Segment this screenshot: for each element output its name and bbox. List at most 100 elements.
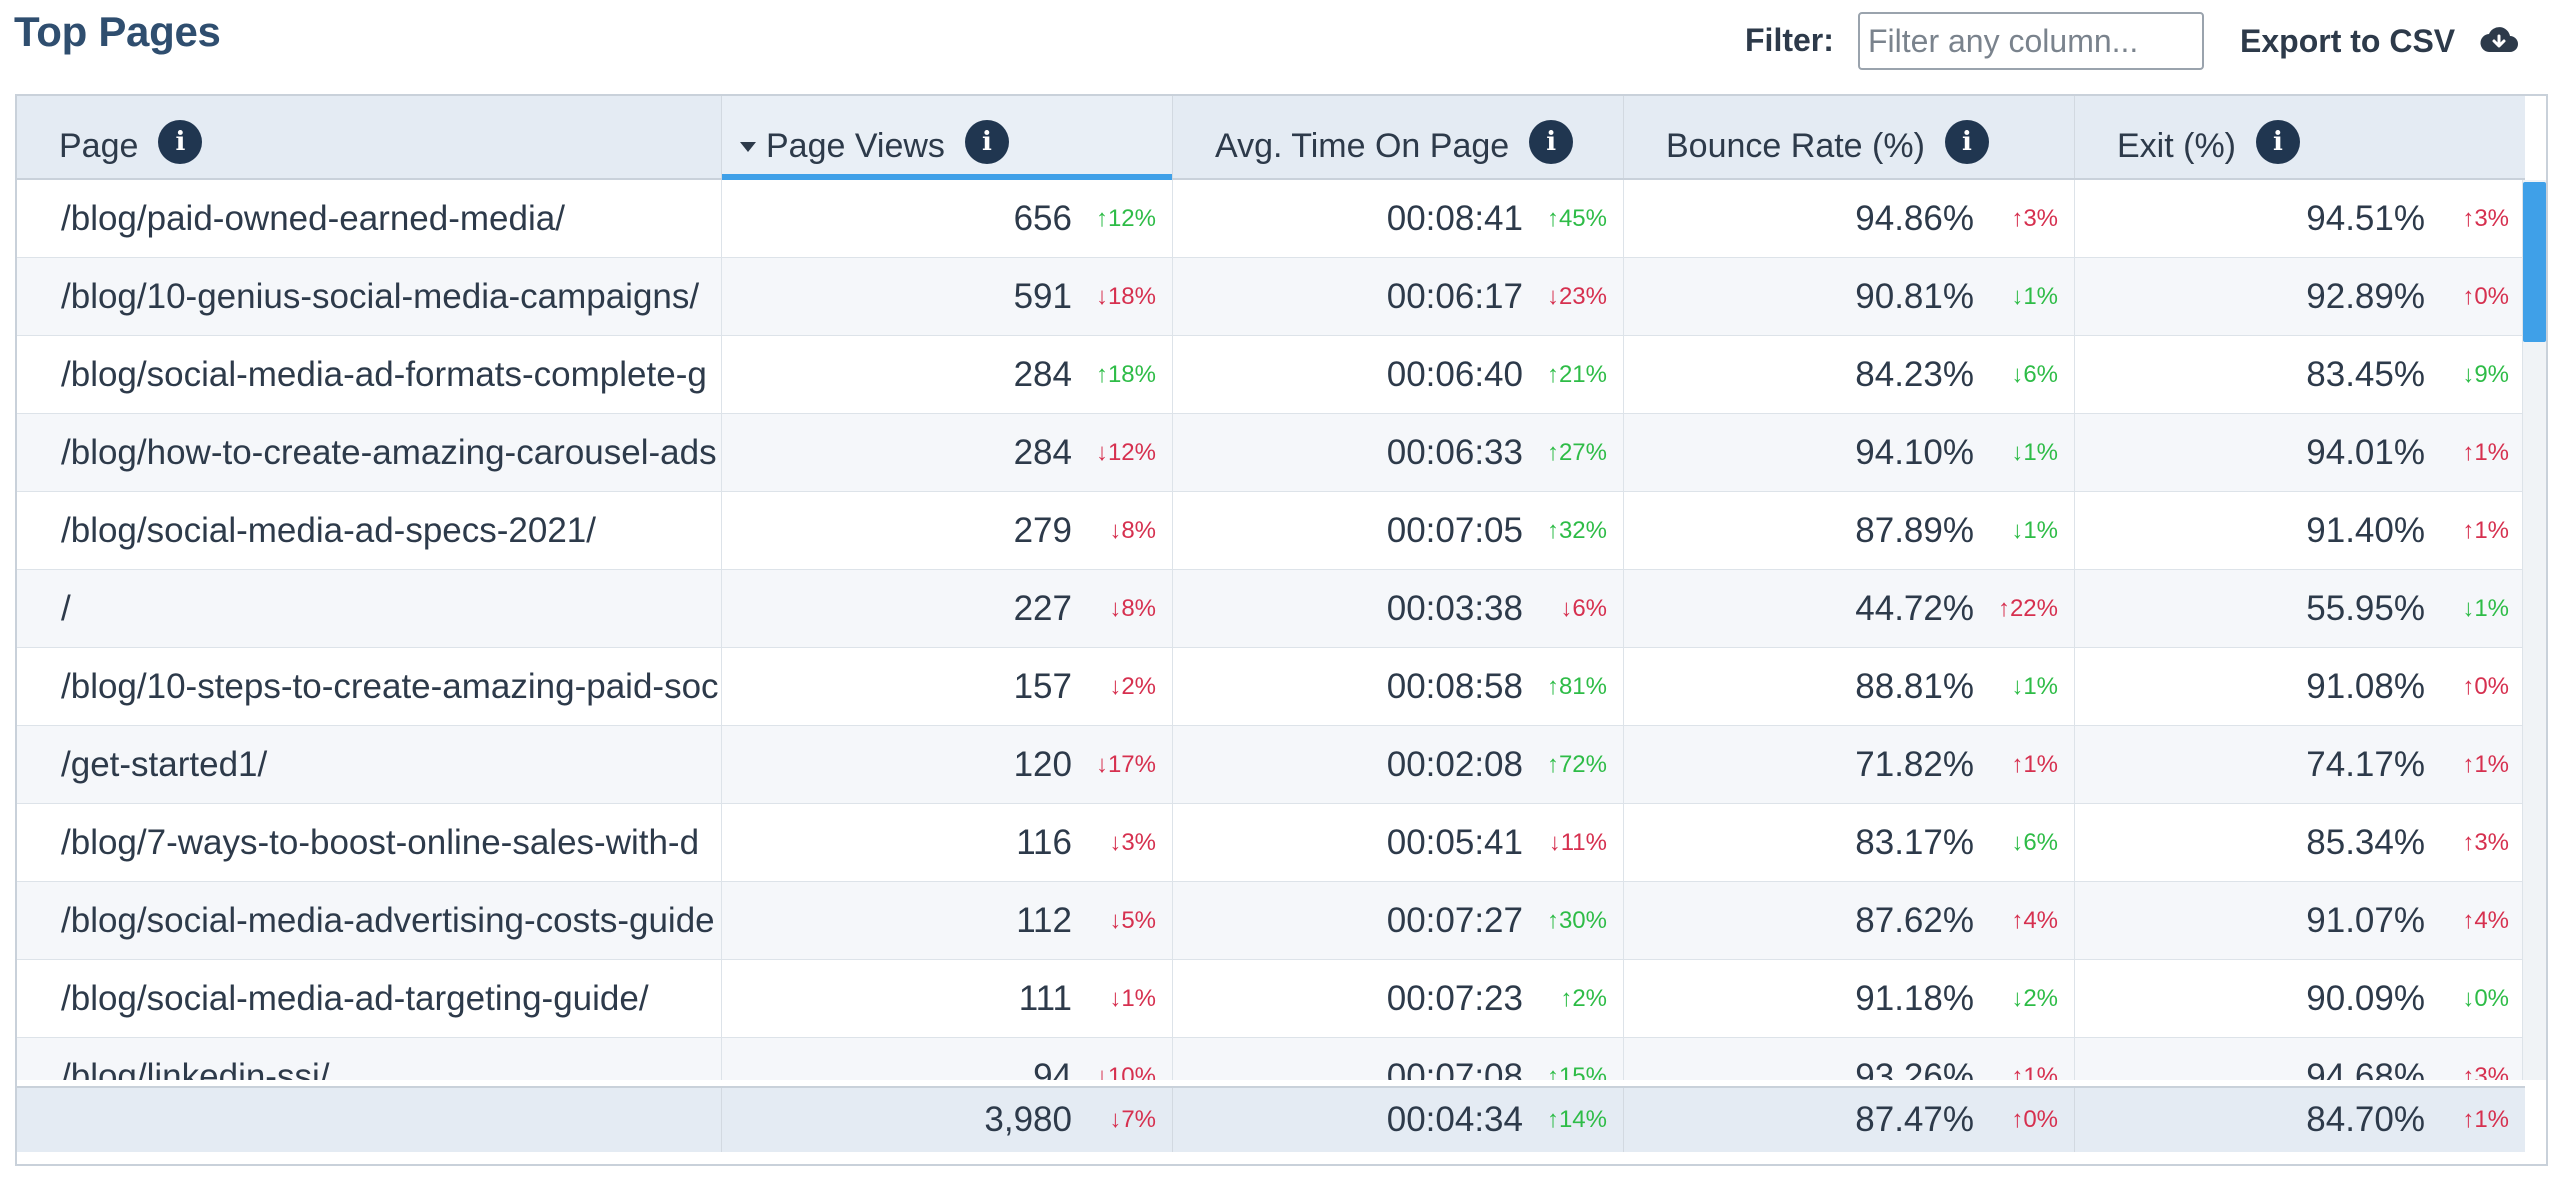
bounce-cell-change: ↓1% <box>2011 517 2058 544</box>
table-row[interactable]: /blog/social-media-ad-formats-complete-g… <box>17 336 2525 414</box>
views-cell: 279 ↓8% <box>722 492 1173 570</box>
views-cell: 227 ↓8% <box>722 570 1173 648</box>
info-icon[interactable]: i <box>1529 120 1574 164</box>
views-cell: 94 ↓10% <box>722 1038 1173 1080</box>
views-cell: 284 ↑18% <box>722 336 1173 414</box>
column-header-page[interactable]: Page i <box>17 96 722 178</box>
column-header-avg-time[interactable]: Avg. Time On Page i <box>1173 96 1624 178</box>
time-cell-change: ↑30% <box>1546 907 1607 934</box>
info-icon[interactable]: i <box>158 120 203 164</box>
page-cell[interactable]: /blog/10-steps-to-create-amazing-paid-so… <box>17 648 722 726</box>
time-cell: 00:07:27 ↑30% <box>1173 882 1624 960</box>
exit-cell-value: 74.17% <box>2306 745 2425 784</box>
bounce-cell-value: 71.82% <box>1855 745 1974 784</box>
column-header-page-views[interactable]: Page Views i <box>722 96 1173 180</box>
views-cell-value: 284 <box>1013 433 1072 472</box>
table-row[interactable]: /blog/paid-owned-earned-media/656 ↑12% 00:… <box>17 180 2525 258</box>
table-row[interactable]: /blog/how-to-create-amazing-carousel-ads… <box>17 414 2525 492</box>
exit-cell-change: ↑1% <box>2462 439 2509 466</box>
bounce-cell-value: 88.81% <box>1855 667 1974 706</box>
info-icon[interactable]: i <box>1944 120 1989 164</box>
time-cell: 00:06:40 ↑21% <box>1173 336 1624 414</box>
views-cell-value: 227 <box>1013 589 1072 628</box>
time-cell-value: 00:08:58 <box>1386 667 1523 706</box>
time-cell-change: ↓23% <box>1546 283 1607 310</box>
time-cell-value: 00:06:40 <box>1386 355 1523 394</box>
table-body: /blog/paid-owned-earned-media/656 ↑12% 00:… <box>17 180 2525 1080</box>
bounce-cell: 94.10% ↓1% <box>1624 414 2075 492</box>
filter-input[interactable] <box>1858 12 2204 70</box>
table-row[interactable]: /get-started1/120 ↓17% 00:02:08 ↑72% 71.82% ↑… <box>17 726 2525 804</box>
column-header-exit[interactable]: Exit (%) i <box>2075 96 2525 178</box>
page-cell[interactable]: /blog/10-genius-social-media-campaigns/ <box>17 258 722 336</box>
page-cell[interactable]: /get-started1/ <box>17 726 722 804</box>
page-cell[interactable]: /blog/social-media-ad-specs-2021/ <box>17 492 722 570</box>
bounce-cell: 88.81% ↓1% <box>1624 648 2075 726</box>
table-row[interactable]: /blog/10-genius-social-media-campaigns/5… <box>17 258 2525 336</box>
views-cell-value: 284 <box>1013 355 1072 394</box>
exit-cell-value: 94.68% <box>2306 1057 2425 1080</box>
bounce-cell-value: 94.10% <box>1855 433 1974 472</box>
bounce-cell-change: ↑3% <box>2011 205 2058 232</box>
page-cell[interactable]: /blog/social-media-ad-formats-complete-g <box>17 336 722 414</box>
time-cell: 00:07:08 ↑15% <box>1173 1038 1624 1080</box>
bounce-cell: 87.89% ↓1% <box>1624 492 2075 570</box>
time-cell: 00:07:23 ↑2% <box>1173 960 1624 1038</box>
bounce-cell-value: 90.81% <box>1855 277 1974 316</box>
exit-cell-value: 91.08% <box>2306 667 2425 706</box>
bounce-cell: 87.62% ↑4% <box>1624 882 2075 960</box>
time-cell-value: 00:07:05 <box>1386 511 1523 550</box>
bounce-cell-change: ↑22% <box>1997 595 2058 622</box>
page-cell[interactable]: /blog/7-ways-to-boost-online-sales-with-… <box>17 804 722 882</box>
exit-cell: 94.51% ↑3% <box>2075 180 2525 258</box>
time-cell-change: ↑2% <box>1560 985 1607 1012</box>
views-cell-value: 591 <box>1013 277 1072 316</box>
table-row[interactable]: /blog/7-ways-to-boost-online-sales-with-… <box>17 804 2525 882</box>
info-icon[interactable]: i <box>964 120 1009 164</box>
views-cell-value: 656 <box>1013 199 1072 238</box>
exit-cell: 94.68% ↑3% <box>2075 1038 2525 1080</box>
exit-cell: 90.09% ↓0% <box>2075 960 2525 1038</box>
exit-cell-change: ↓9% <box>2462 361 2509 388</box>
bounce-cell-value: 84.23% <box>1855 355 1974 394</box>
page-cell[interactable]: /blog/social-media-ad-targeting-guide/ <box>17 960 722 1038</box>
time-cell-change: ↓6% <box>1560 595 1607 622</box>
page-cell[interactable]: /blog/paid-owned-earned-media/ <box>17 180 722 258</box>
exit-cell-change: ↑1% <box>2462 517 2509 544</box>
page-cell[interactable]: /blog/social-media-advertising-costs-gui… <box>17 882 722 960</box>
time-cell: 00:06:33 ↑27% <box>1173 414 1624 492</box>
export-csv-button[interactable]: Export to CSV <box>2240 12 2519 70</box>
table-row[interactable]: /blog/linkedin-ssi/94 ↓10% 00:07:08 ↑15% 93.… <box>17 1038 2525 1080</box>
time-cell-change: ↑15% <box>1546 1063 1607 1080</box>
exit-cell: 91.08% ↑0% <box>2075 648 2525 726</box>
table-row[interactable]: /blog/social-media-ad-specs-2021/279 ↓8% 0… <box>17 492 2525 570</box>
page-cell[interactable]: /blog/linkedin-ssi/ <box>17 1038 722 1080</box>
bounce-cell-value: 87.89% <box>1855 511 1974 550</box>
export-csv-label: Export to CSV <box>2240 22 2456 59</box>
exit-cell-change: ↓0% <box>2462 985 2509 1012</box>
scrollbar-thumb[interactable] <box>2523 182 2546 342</box>
time-cell-value: 00:06:17 <box>1386 277 1523 316</box>
time-cell: 00:06:17 ↓23% <box>1173 258 1624 336</box>
table-row[interactable]: / 227 ↓8% 00:03:38 ↓6% 44.72% ↑22% 55.95% ↓1% <box>17 570 2525 648</box>
bounce-cell-change: ↓1% <box>2011 673 2058 700</box>
views-cell: 112 ↓5% <box>722 882 1173 960</box>
table-row[interactable]: /blog/social-media-advertising-costs-gui… <box>17 882 2525 960</box>
bounce-cell: 44.72% ↑22% <box>1624 570 2075 648</box>
views-cell-value: 112 <box>1016 901 1072 940</box>
exit-cell-change: ↑0% <box>2462 673 2509 700</box>
exit-cell: 91.07% ↑4% <box>2075 882 2525 960</box>
time-cell-value: 00:03:38 <box>1386 589 1523 628</box>
vertical-scrollbar[interactable] <box>2522 180 2546 1080</box>
page-cell[interactable]: / <box>17 570 722 648</box>
time-cell-value: 00:07:08 <box>1386 1057 1523 1080</box>
info-icon[interactable]: i <box>2256 120 2300 164</box>
views-cell-change: ↓10% <box>1095 1063 1156 1080</box>
page-cell[interactable]: /blog/how-to-create-amazing-carousel-ads <box>17 414 722 492</box>
column-header-bounce-rate[interactable]: Bounce Rate (%) i <box>1624 96 2075 178</box>
views-cell-change: ↓17% <box>1095 751 1156 778</box>
time-cell: 00:03:38 ↓6% <box>1173 570 1624 648</box>
table-row[interactable]: /blog/social-media-ad-targeting-guide/11… <box>17 960 2525 1038</box>
table-row[interactable]: /blog/10-steps-to-create-amazing-paid-so… <box>17 648 2525 726</box>
time-cell-value: 00:07:23 <box>1386 979 1523 1018</box>
